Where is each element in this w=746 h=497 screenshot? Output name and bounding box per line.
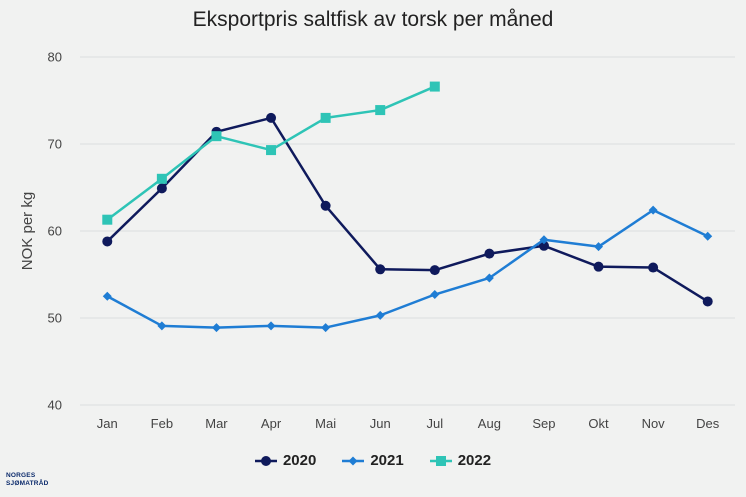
x-tick-label: Des [696,416,720,431]
series-2022 [102,81,440,225]
x-tick-label: Mar [205,416,228,431]
series-2021 [102,205,713,333]
x-tick-label: Jun [370,416,391,431]
series-line-2021 [106,208,709,329]
legend-item-2021: 2021 [342,452,404,469]
data-point [648,262,659,273]
series-line-2020 [106,116,709,303]
y-axis-title: NOK per kg [19,192,36,270]
y-tick-label: 50 [48,311,62,326]
y-tick-label: 80 [48,50,62,65]
norges-sjomatrad-logo: NORGES SJØMATRÅD [6,472,49,488]
data-point [594,242,604,252]
legend-label: 2022 [457,452,492,469]
data-point [266,112,277,123]
x-tick-label: Okt [588,416,609,431]
y-tick-label: 60 [48,224,62,239]
data-point [102,236,113,247]
legend-label: 2021 [370,452,404,469]
x-tick-label: Mai [315,416,336,431]
data-point [211,131,222,142]
legend-item-2022: 2022 [429,452,492,469]
data-point [593,261,604,272]
legend-marker [260,455,271,466]
legend-marker [435,455,446,466]
data-point [375,105,386,116]
x-tick-label: Nov [642,416,666,431]
data-point [702,296,713,307]
data-point [102,291,112,301]
series-2020 [102,112,713,307]
legend-swatch [429,455,452,466]
x-axis-tick-labels: Jan Feb Mar Apr Mai Jun Jul Aug Sep Okt Nov Des [97,416,720,431]
data-point [320,112,331,123]
data-point [648,205,658,215]
x-tick-label: Apr [261,416,282,431]
legend-label: 2020 [282,452,317,469]
data-point [484,248,495,259]
data-point [430,290,440,300]
grid-lines [80,56,735,406]
legend-swatch [254,455,277,466]
legend-swatch [342,456,365,465]
data-point [320,200,331,211]
y-tick-label: 40 [48,398,62,413]
x-tick-label: Jan [97,416,118,431]
legend-marker [348,456,358,465]
data-point [321,323,331,333]
x-tick-label: Feb [151,416,173,431]
data-point [375,264,386,275]
logo-line-1: NORGES [6,472,36,479]
x-tick-label: Aug [478,416,501,431]
data-point [429,81,440,92]
data-point [375,310,385,320]
data-point [102,214,113,225]
legend: 2020 2021 2022 [0,452,746,469]
x-tick-label: Jul [426,416,443,431]
x-tick-label: Sep [532,416,555,431]
y-tick-label: 70 [48,137,62,152]
data-point [211,323,221,333]
data-point [266,321,276,331]
series-group [102,81,713,333]
data-point [538,240,549,251]
y-axis-tick-labels: 40 50 60 70 80 [48,50,62,413]
logo-line-2: SJØMATRÅD [6,480,49,487]
data-point [156,173,167,184]
data-point [157,321,167,331]
data-point [539,235,549,245]
data-point [429,265,440,276]
data-point [266,145,277,156]
data-point [703,231,713,241]
legend-item-2020: 2020 [254,452,317,469]
chart-title: Eksportpris saltfisk av torsk per måned [192,8,554,31]
data-point [156,183,167,194]
data-point [484,273,494,283]
